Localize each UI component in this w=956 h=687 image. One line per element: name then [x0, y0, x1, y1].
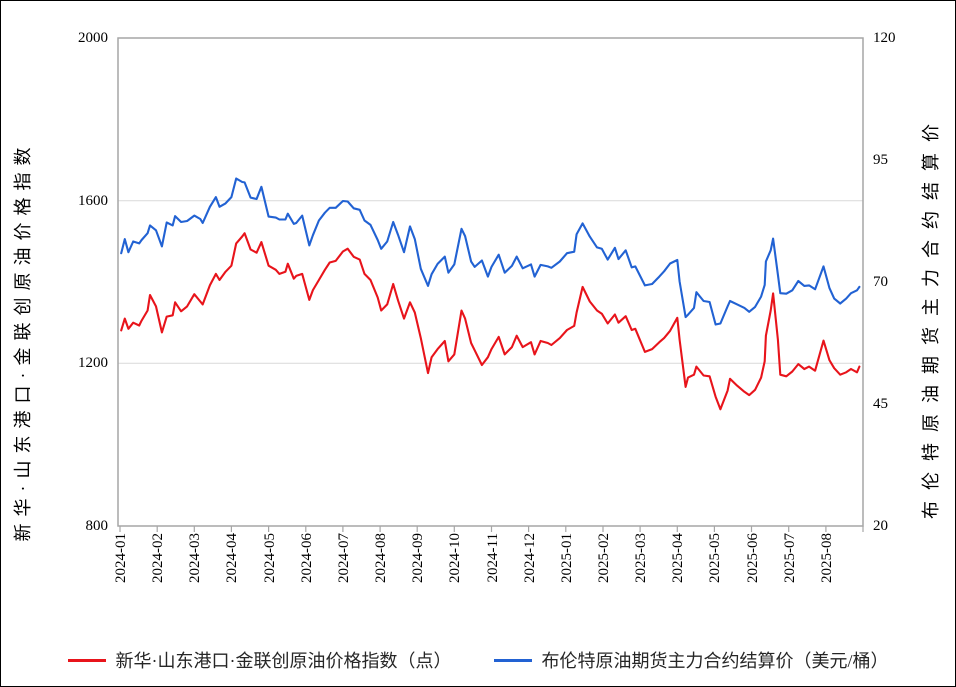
x-tick-label: 2024-02 — [150, 533, 167, 583]
legend-label-index: 新华·山东港口·金联创原油价格指数（点） — [115, 651, 452, 671]
legend-item-brent: 布伦特原油期货主力合约结算价（美元/桶） — [493, 647, 889, 673]
y-right-tick-label: 95 — [873, 152, 888, 168]
x-tick-label: 2024-04 — [224, 533, 241, 583]
y-right-tick-label: 45 — [873, 396, 888, 412]
x-tick-label: 2025-04 — [670, 533, 687, 583]
x-tick-label: 2024-10 — [447, 533, 464, 583]
x-tick-label: 2024-08 — [373, 533, 390, 583]
x-tick-label: 2024-09 — [410, 533, 427, 583]
y-right-tick-label: 20 — [873, 518, 888, 534]
x-tick-label: 2025-08 — [818, 533, 835, 583]
x-tick-label: 2025-05 — [707, 533, 724, 583]
x-tick-label: 2024-05 — [261, 533, 278, 583]
legend-label-brent: 布伦特原油期货主力合约结算价（美元/桶） — [541, 651, 889, 671]
y-right-tick-label: 70 — [873, 274, 888, 290]
x-tick-label: 2025-06 — [744, 533, 761, 583]
x-tick-label: 2025-02 — [595, 533, 612, 583]
y-left-tick-label: 800 — [85, 518, 109, 534]
blue-line-sample — [493, 658, 532, 662]
x-tick-label: 2024-06 — [298, 533, 315, 583]
y-right-tick-label: 120 — [873, 30, 896, 46]
x-tick-label: 2024-11 — [484, 533, 501, 583]
x-tick-label: 2024-03 — [187, 533, 204, 583]
y-left-tick-label: 2000 — [78, 30, 108, 46]
legend-item-index: 新华·山东港口·金联创原油价格指数（点） — [67, 647, 452, 673]
y-left-tick-label: 1200 — [78, 355, 108, 372]
y-left-tick-label: 1600 — [78, 192, 108, 209]
x-tick-label: 2025-01 — [558, 533, 575, 583]
red-line-sample — [67, 658, 106, 662]
x-tick-label: 2025-03 — [633, 533, 650, 583]
x-tick-label: 2025-07 — [781, 533, 798, 583]
x-tick-label: 2024-12 — [521, 533, 538, 583]
x-tick-label: 2024-07 — [335, 533, 352, 583]
x-tick-label: 2024-01 — [113, 533, 129, 583]
chart-legend: 新华·山东港口·金联创原油价格指数（点） 布伦特原油期货主力合约结算价（美元/桶… — [1, 645, 955, 675]
